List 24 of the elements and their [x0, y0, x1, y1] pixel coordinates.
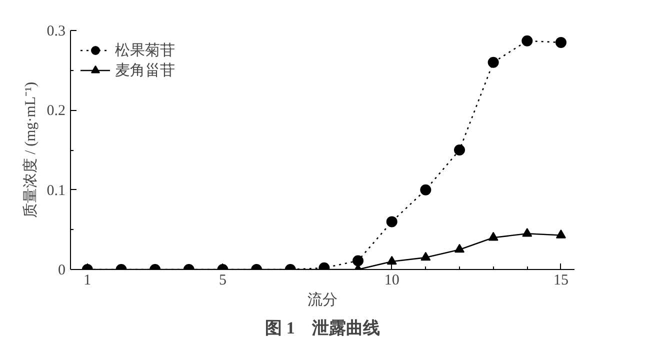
- y-tick-label: 0.3: [46, 24, 66, 40]
- x-axis-title: 流分: [308, 292, 338, 308]
- x-tick-label: 1: [84, 272, 92, 288]
- point: [555, 36, 566, 48]
- point: [488, 56, 499, 68]
- y-tick-label: 0.1: [46, 182, 66, 199]
- point: [522, 228, 532, 237]
- point: [556, 230, 566, 238]
- legend-label: 松果菊苷: [115, 40, 175, 60]
- x-tick-label: 10: [384, 272, 400, 288]
- point: [420, 184, 432, 196]
- point: [454, 244, 464, 253]
- point: [454, 144, 465, 156]
- point: [488, 232, 498, 241]
- point: [522, 35, 533, 46]
- x-tick-label: 5: [218, 272, 226, 288]
- point: [420, 252, 431, 261]
- y-tick-label: 0.2: [46, 103, 66, 120]
- y-axis-title: 质量浓度 / (mg·mL⁻¹): [22, 82, 39, 218]
- x-tick-label: 15: [553, 272, 568, 288]
- text: 图 1 泄露曲线: [265, 318, 380, 338]
- point: [386, 256, 397, 265]
- y-tick-label: 0: [58, 262, 66, 278]
- legend-label: 麦角甾苷: [115, 60, 175, 80]
